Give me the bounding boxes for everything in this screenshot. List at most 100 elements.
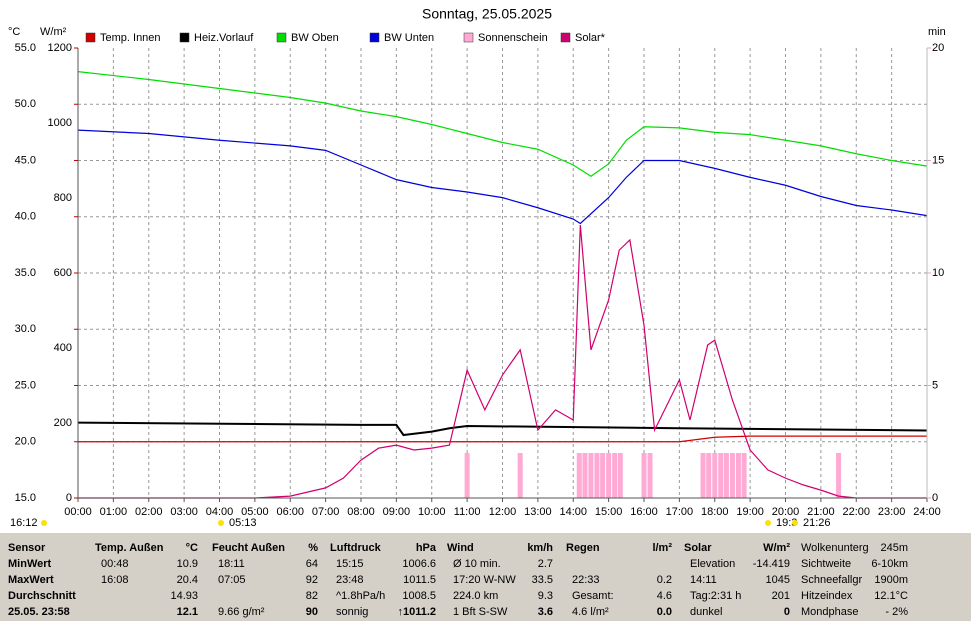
x-tick-label: 13:00 [524,506,552,518]
y3-tick-label: 5 [932,379,938,391]
cell-value: - 2% [885,606,908,618]
marker-icon [218,520,224,526]
legend-swatch [463,32,474,43]
cell-value: 33.5 [532,574,553,586]
sun-markers: 16:12 05:13 19:3 21:26 [10,517,831,529]
cell-label: Durchschnitt [8,590,76,602]
y2-tick-label: 800 [54,192,72,204]
cell-value: 12.1 [177,606,198,618]
y-tick-label: 50.0 [15,98,36,110]
cell-value: 3.6 [538,606,553,618]
cell-label: 22:33 [572,574,600,586]
grid [78,48,927,498]
cell-label: Wolkenunterg [801,542,869,554]
series-line [77,129,928,225]
cell-value: ↑1011.2 [397,606,436,618]
legend: Temp. Innen Heiz.Vorlauf BW Oben BW Unten So… [85,32,606,44]
cell-value: 201 [772,590,790,602]
x-tick-label: 00:00 [64,506,92,518]
sunshine-bar [729,453,735,498]
y2-tick-label: 400 [54,342,72,354]
legend-swatch [276,32,287,43]
marker-icon [765,520,771,526]
column-unit: hPa [416,542,437,554]
y-tick-label: 25.0 [15,379,36,391]
sunshine-bar [647,453,653,498]
axes: 00:00 01:00 02:00 03:00 04:00 05:00 06:00 07:00… [15,42,945,518]
cell-value: 1900m [874,574,908,586]
cell-label: 1 Bft S-SW [453,606,508,618]
marker-label: 05:13 [229,517,257,529]
cell-label: MaxWert [8,574,54,586]
legend-label: BW Unten [384,32,434,44]
x-tick-label: 05:00 [241,506,269,518]
x-tick-label: 03:00 [170,506,198,518]
y2-tick-label: 1200 [48,42,72,54]
marker-label: 21:26 [803,517,831,529]
column-title: Luftdruck [330,542,382,554]
cell-label: 16:08 [101,574,129,586]
cell-value: 0 [784,606,790,618]
cell-label: 15:15 [336,558,364,570]
marker-label: 19:3 [776,517,797,529]
cell-value: 20.4 [177,574,198,586]
cell-value: 10.9 [177,558,198,570]
x-tick-label: 24:00 [913,506,941,518]
y2-tick-label: 600 [54,267,72,279]
sunshine-bar [723,453,729,498]
y-tick-label: 35.0 [15,267,36,279]
sunshine-bar [588,453,594,498]
summary-panel [0,533,971,621]
legend-label: Temp. Innen [100,32,161,44]
sunshine-bar [612,453,618,498]
cell-value: 0.2 [657,574,672,586]
y2-tick-label: 0 [66,492,72,504]
series-line [77,421,928,437]
series-line [77,71,928,177]
column-unit: l/m² [652,542,672,554]
cell-value: 0.0 [657,606,672,618]
cell-value: 9.3 [538,590,553,602]
legend-swatch [85,32,96,43]
column-unit: °C [186,542,198,554]
cell-label: ^1.8hPa/h [336,590,385,602]
x-tick-label: 11:00 [454,506,481,518]
y3-tick-label: 15 [932,154,944,166]
x-tick-label: 18:00 [701,506,729,518]
cell-value: 14.93 [170,590,198,602]
cell-label: Gesamt: [572,590,614,602]
cell-value: 1011.5 [403,574,436,586]
y2-axis-unit: W/m² [40,26,67,38]
cell-label: 23:48 [336,574,364,586]
x-tick-label: 22:00 [842,506,870,518]
plot [77,71,928,499]
cell-label: Elevation [690,558,735,570]
y-tick-label: 15.0 [15,492,36,504]
cell-label: 25.05. 23:58 [8,606,70,618]
marker-icon [41,520,47,526]
sunshine-bar [706,453,712,498]
cell-value: 64 [306,558,318,570]
sunshine-bar [517,453,523,498]
cell-value: -14.419 [753,558,790,570]
cell-value: 1008.5 [402,590,436,602]
legend-label: Sonnenschein [478,32,548,44]
cell-label: 224.0 km [453,590,498,602]
cell-value: 92 [306,574,318,586]
cell-label: 18:11 [218,558,245,570]
cell-label: Hitzeindex [801,590,853,602]
sunshine-bar [700,453,706,498]
x-tick-label: 09:00 [383,506,411,518]
sunshine-bar [576,453,582,498]
cell-value: 6-10km [871,558,908,570]
sunshine-bar [600,453,606,498]
cell-label: dunkel [690,606,722,618]
sunshine-bar [617,453,623,498]
sunshine-bar [594,453,600,498]
cell-label: sonnig [336,606,368,618]
sunshine-bar [582,453,588,498]
column-title: Solar [684,542,712,554]
y3-tick-label: 20 [932,42,944,54]
x-tick-label: 08:00 [347,506,375,518]
